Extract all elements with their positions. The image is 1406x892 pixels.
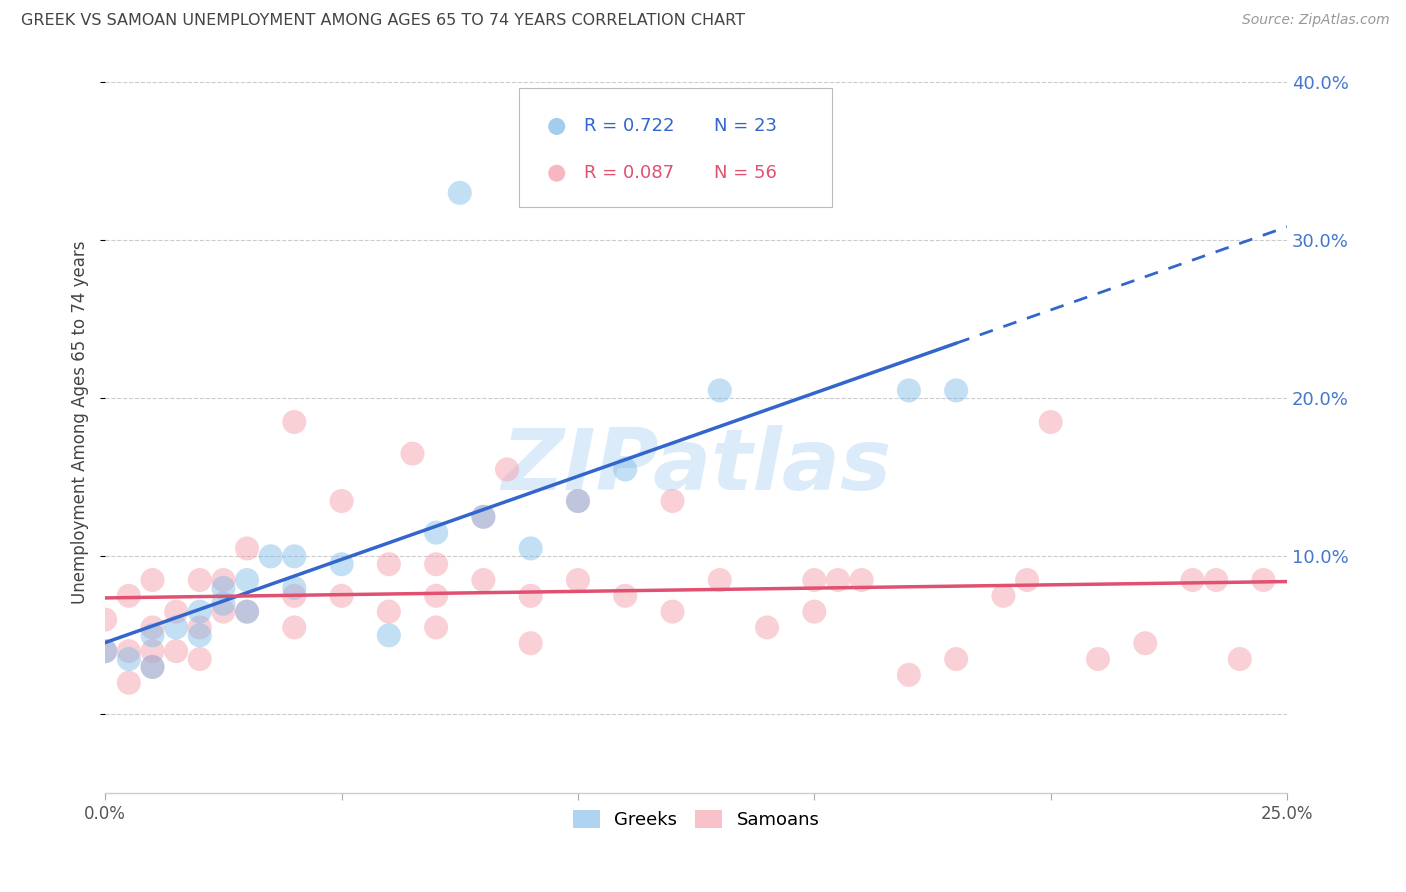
Point <box>472 509 495 524</box>
Text: N = 23: N = 23 <box>714 118 778 136</box>
Point <box>1181 573 1204 587</box>
Point <box>283 589 305 603</box>
Point <box>803 573 825 587</box>
Point <box>212 573 235 587</box>
Point <box>519 589 541 603</box>
FancyBboxPatch shape <box>519 87 832 207</box>
Point <box>1253 573 1275 587</box>
Point <box>283 620 305 634</box>
Point <box>283 581 305 595</box>
Point <box>94 613 117 627</box>
Point <box>449 186 471 200</box>
Point <box>141 660 163 674</box>
Point <box>141 644 163 658</box>
Point <box>1229 652 1251 666</box>
Point <box>425 525 447 540</box>
Point <box>425 558 447 572</box>
Point <box>897 384 920 398</box>
Point <box>141 660 163 674</box>
Point <box>283 415 305 429</box>
Point <box>330 494 353 508</box>
Point <box>756 620 779 634</box>
Point <box>827 573 849 587</box>
Point <box>94 644 117 658</box>
Point <box>897 668 920 682</box>
Point <box>1015 573 1038 587</box>
Point <box>188 573 211 587</box>
Y-axis label: Unemployment Among Ages 65 to 74 years: Unemployment Among Ages 65 to 74 years <box>72 240 89 604</box>
Point <box>851 573 873 587</box>
Point <box>1039 415 1062 429</box>
Point <box>401 447 423 461</box>
Point <box>378 605 401 619</box>
Point <box>236 573 259 587</box>
Point <box>212 597 235 611</box>
Point <box>118 652 141 666</box>
Point <box>378 558 401 572</box>
Point <box>519 636 541 650</box>
Point <box>1205 573 1227 587</box>
Point <box>496 462 519 476</box>
Point <box>165 620 187 634</box>
Point <box>165 644 187 658</box>
Point <box>567 494 589 508</box>
Point <box>1087 652 1109 666</box>
Point <box>236 605 259 619</box>
Point <box>236 605 259 619</box>
Point <box>661 494 683 508</box>
Point <box>118 675 141 690</box>
Point <box>614 589 637 603</box>
Text: R = 0.722: R = 0.722 <box>583 118 675 136</box>
Point <box>188 605 211 619</box>
Point <box>472 509 495 524</box>
Point <box>519 541 541 556</box>
Point <box>993 589 1015 603</box>
Text: N = 56: N = 56 <box>714 164 776 182</box>
Point <box>709 573 731 587</box>
Legend: Greeks, Samoans: Greeks, Samoans <box>565 803 827 837</box>
Point <box>212 581 235 595</box>
Point <box>425 589 447 603</box>
Point <box>188 628 211 642</box>
Point <box>94 644 117 658</box>
Point <box>188 620 211 634</box>
Point <box>283 549 305 564</box>
Point <box>945 384 967 398</box>
Point <box>425 620 447 634</box>
Point <box>709 384 731 398</box>
Point <box>614 462 637 476</box>
Point <box>188 652 211 666</box>
Point <box>118 589 141 603</box>
Point <box>165 605 187 619</box>
Text: R = 0.087: R = 0.087 <box>583 164 673 182</box>
Point <box>567 494 589 508</box>
Point <box>260 549 283 564</box>
Point <box>661 605 683 619</box>
Point <box>945 652 967 666</box>
Point <box>141 628 163 642</box>
Point <box>803 605 825 619</box>
Point <box>1135 636 1157 650</box>
Point <box>212 605 235 619</box>
Point <box>567 573 589 587</box>
Point <box>118 644 141 658</box>
Text: GREEK VS SAMOAN UNEMPLOYMENT AMONG AGES 65 TO 74 YEARS CORRELATION CHART: GREEK VS SAMOAN UNEMPLOYMENT AMONG AGES … <box>21 13 745 29</box>
Point <box>236 541 259 556</box>
Text: ZIPatlas: ZIPatlas <box>501 425 891 508</box>
Point <box>472 573 495 587</box>
Point <box>378 628 401 642</box>
Point <box>141 573 163 587</box>
Point <box>330 558 353 572</box>
Text: Source: ZipAtlas.com: Source: ZipAtlas.com <box>1241 13 1389 28</box>
Point <box>141 620 163 634</box>
Point <box>330 589 353 603</box>
